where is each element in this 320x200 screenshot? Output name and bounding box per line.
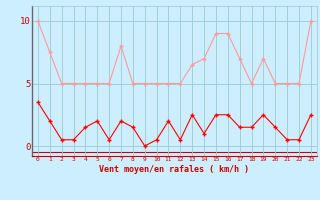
X-axis label: Vent moyen/en rafales ( km/h ): Vent moyen/en rafales ( km/h )	[100, 165, 249, 174]
